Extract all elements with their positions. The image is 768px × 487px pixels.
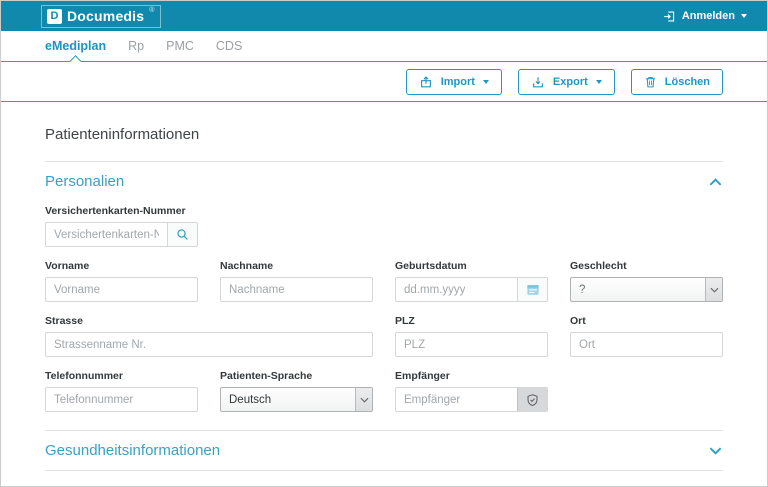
field-versichertenkarten: Versichertenkarten-Nummer <box>45 205 198 247</box>
calendar-button[interactable] <box>517 278 547 301</box>
plz-input[interactable] <box>395 332 548 357</box>
geburtsdatum-group <box>395 277 548 302</box>
field-label: Nachname <box>220 260 274 272</box>
chevron-down-icon <box>741 14 747 18</box>
chevron-up-icon[interactable] <box>708 176 723 188</box>
logo-text: Documedis <box>67 7 145 24</box>
field-geburtsdatum: Geburtsdatum <box>395 260 548 302</box>
field-label: Telefonnummer <box>45 370 123 382</box>
tab-emediplan[interactable]: eMediplan <box>45 39 107 53</box>
chevron-down-icon[interactable] <box>708 445 723 457</box>
field-label: Vorname <box>45 260 90 272</box>
field-nachname: Nachname <box>220 260 373 302</box>
section-header-gesundheitsinformationen[interactable]: Gesundheitsinformationen <box>45 431 723 470</box>
signin-label: Anmelden <box>681 10 735 22</box>
action-toolbar: Import Export <box>1 62 767 102</box>
divider <box>45 161 723 162</box>
empfaenger-group <box>395 387 548 412</box>
field-ort: Ort <box>570 315 723 357</box>
divider <box>45 470 723 471</box>
sprache-value: Deutsch <box>229 393 272 406</box>
documedis-logo[interactable]: D Documedis ® <box>41 4 162 28</box>
personalien-form: Versichertenkarten-Nummer Vor <box>45 205 723 412</box>
signin-menu[interactable]: Anmelden <box>663 10 747 23</box>
main-content: Patienteninformationen Personalien Versi… <box>1 102 767 471</box>
field-label: Geschlecht <box>570 260 627 272</box>
app-header: D Documedis ® Anmelden <box>1 1 767 31</box>
strasse-input[interactable] <box>45 332 373 357</box>
trademark-symbol: ® <box>149 6 155 14</box>
delete-button[interactable]: Löschen <box>630 68 723 95</box>
ort-input[interactable] <box>570 332 723 357</box>
tab-pmc[interactable]: PMC <box>166 39 194 53</box>
field-patienten-sprache: Patienten-Sprache Deutsch <box>220 370 373 412</box>
tab-cds[interactable]: CDS <box>215 39 243 53</box>
documedis-logo-icon: D <box>47 8 62 24</box>
delete-label: Löschen <box>664 75 710 88</box>
trash-icon <box>644 75 657 89</box>
import-label: Import <box>440 75 475 88</box>
field-label: Ort <box>570 315 586 327</box>
search-icon <box>176 228 189 241</box>
telefonnummer-input[interactable] <box>45 387 198 412</box>
tab-rp[interactable]: Rp <box>128 39 145 53</box>
chevron-down-icon <box>355 388 372 411</box>
divider <box>45 430 723 431</box>
export-button[interactable]: Export <box>517 68 615 95</box>
export-label: Export <box>552 75 588 88</box>
versichertenkarten-input[interactable] <box>46 223 167 246</box>
field-empfaenger: Empfänger <box>395 370 548 412</box>
shield-button[interactable] <box>517 388 547 411</box>
import-icon <box>419 75 433 89</box>
patienten-sprache-select[interactable]: Deutsch <box>220 387 373 412</box>
field-strasse: Strasse <box>45 315 373 357</box>
field-label: Versichertenkarten-Nummer <box>45 205 186 217</box>
shield-check-icon <box>526 393 539 407</box>
export-icon <box>531 75 545 89</box>
field-label: Empfänger <box>395 370 450 382</box>
nachname-input[interactable] <box>220 277 373 302</box>
import-button[interactable]: Import <box>405 68 502 95</box>
geburtsdatum-input[interactable] <box>396 278 517 301</box>
page-title: Patienteninformationen <box>45 126 200 143</box>
field-label: PLZ <box>395 315 415 327</box>
search-button[interactable] <box>167 223 197 246</box>
versichertenkarten-group <box>45 222 198 247</box>
geschlecht-select[interactable]: ? <box>570 277 723 302</box>
section-header-personalien[interactable]: Personalien <box>45 162 723 201</box>
calendar-icon <box>526 283 540 296</box>
section-title: Personalien <box>45 173 125 190</box>
field-plz: PLZ <box>395 315 548 357</box>
vorname-input[interactable] <box>45 277 198 302</box>
field-label: Patienten-Sprache <box>220 370 313 382</box>
section-title: Gesundheitsinformationen <box>45 442 221 459</box>
chevron-down-icon <box>705 278 722 301</box>
field-label: Geburtsdatum <box>395 260 467 272</box>
geschlecht-value: ? <box>579 283 586 296</box>
field-telefonnummer: Telefonnummer <box>45 370 198 412</box>
field-label: Strasse <box>45 315 83 327</box>
chevron-down-icon <box>595 79 602 84</box>
main-tabbar: eMediplan Rp PMC CDS <box>1 31 767 68</box>
field-geschlecht: Geschlecht ? <box>570 260 723 302</box>
field-vorname: Vorname <box>45 260 198 302</box>
login-icon <box>663 10 676 23</box>
chevron-down-icon <box>482 79 489 84</box>
empfaenger-input[interactable] <box>396 388 517 411</box>
